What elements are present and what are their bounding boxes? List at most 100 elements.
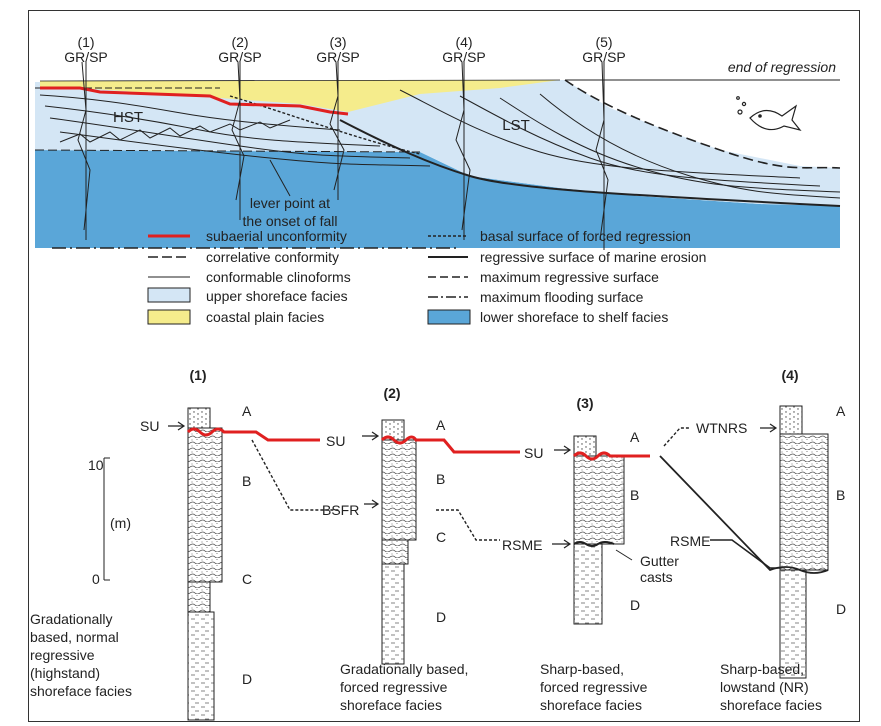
svg-text:maximum flooding surface: maximum flooding surface — [480, 289, 644, 305]
svg-text:SU: SU — [326, 433, 345, 449]
svg-text:(2): (2) — [383, 385, 400, 401]
svg-text:C: C — [242, 571, 252, 587]
svg-text:coastal plain facies: coastal plain facies — [206, 309, 324, 325]
clinoform-lines — [39, 89, 841, 199]
svg-text:B: B — [836, 487, 845, 503]
well-header-4: (4) GR/SP — [442, 34, 486, 65]
legend-item-basal-surface-forced-regression: basal surface of forced regression — [428, 228, 691, 244]
svg-text:SU: SU — [524, 445, 543, 461]
well-header-5: (5) GR/SP — [582, 34, 626, 65]
hst-label: HST — [113, 109, 143, 126]
svg-text:A: A — [242, 403, 252, 419]
svg-text:based, normal: based, normal — [30, 629, 119, 645]
svg-text:GR/SP: GR/SP — [64, 49, 108, 65]
legend-item-regressive-surface-marine-erosion: regressive surface of marine erosion — [428, 249, 706, 265]
svg-text:SU: SU — [140, 418, 159, 434]
svg-text:subaerial unconformity: subaerial unconformity — [206, 228, 347, 244]
svg-text:regressive surface of marine e: regressive surface of marine erosion — [480, 249, 706, 265]
svg-text:(highstand): (highstand) — [30, 665, 100, 681]
svg-text:(3): (3) — [576, 395, 593, 411]
upper-shoreface-body — [35, 80, 840, 206]
svg-text:D: D — [242, 671, 252, 687]
svg-text:shoreface facies: shoreface facies — [30, 683, 132, 699]
svg-text:B: B — [242, 473, 251, 489]
svg-text:Sharp-based,: Sharp-based, — [540, 661, 624, 677]
cross-section: (1) GR/SP (2) GR/SP (3) GR/SP (4) GR/SP … — [34, 34, 841, 250]
lever-point-label-2: the onset of fall — [243, 213, 338, 229]
svg-text:lower shoreface to shelf facie: lower shoreface to shelf facies — [480, 309, 668, 325]
svg-text:GR/SP: GR/SP — [582, 49, 626, 65]
svg-text:lowstand (NR): lowstand (NR) — [720, 679, 809, 695]
legend-item-conformable-clinoforms: conformable clinoforms — [148, 269, 351, 285]
svg-text:(m): (m) — [110, 515, 131, 531]
svg-text:10: 10 — [88, 457, 104, 473]
fish-icon — [736, 96, 802, 132]
svg-text:basal surface of forced regres: basal surface of forced regression — [480, 228, 691, 244]
svg-text:correlative conformity: correlative conformity — [206, 249, 339, 265]
end-of-regression-label: end of regression — [728, 59, 836, 75]
svg-text:(5): (5) — [595, 34, 612, 50]
svg-text:D: D — [836, 601, 846, 617]
column-2: (2) A B C D Gradationally based, forced … — [340, 385, 468, 713]
svg-text:(1): (1) — [189, 367, 206, 383]
svg-text:shoreface facies: shoreface facies — [720, 697, 822, 713]
legend-item-lower-shoreface-shelf: lower shoreface to shelf facies — [427, 309, 668, 325]
svg-text:Sharp-based,: Sharp-based, — [720, 661, 804, 677]
legend: subaerial unconformity correlative confo… — [147, 228, 706, 325]
svg-text:Gradationally: Gradationally — [30, 611, 113, 627]
figure-frame — [28, 10, 860, 722]
svg-text:forced regressive: forced regressive — [540, 679, 648, 695]
svg-text:GR/SP: GR/SP — [442, 49, 486, 65]
correlation-lines — [168, 421, 829, 574]
svg-text:conformable clinoforms: conformable clinoforms — [206, 269, 351, 285]
svg-text:regressive: regressive — [30, 647, 95, 663]
lower-shoreface-body — [35, 150, 840, 248]
svg-text:GR/SP: GR/SP — [218, 49, 262, 65]
svg-text:0: 0 — [92, 571, 100, 587]
column-3: (3) A B D Sharp-based, forced regressive… — [540, 395, 648, 713]
svg-text:(1): (1) — [77, 34, 94, 50]
correlation-label-text: SU SU SU BSFR RSME RSME WTNRS Gutter cas… — [140, 418, 747, 585]
svg-text:B: B — [630, 487, 639, 503]
well-logs — [77, 61, 609, 250]
svg-text:C: C — [436, 529, 446, 545]
svg-text:WTNRS: WTNRS — [696, 420, 747, 436]
svg-text:maximum regressive surface: maximum regressive surface — [480, 269, 659, 285]
well-header-2: (2) GR/SP — [218, 34, 262, 65]
legend-item-maximum-regressive-surface: maximum regressive surface — [428, 269, 659, 285]
legend-item-coastal-plain: coastal plain facies — [147, 309, 324, 325]
svg-text:BSFR: BSFR — [322, 502, 359, 518]
lst-label: LST — [502, 117, 530, 134]
well-header-3: (3) GR/SP — [316, 34, 360, 65]
svg-text:D: D — [436, 609, 446, 625]
column-1: (1) A B C D Gradationally based, normal … — [30, 367, 252, 721]
lever-point-label-1: lever point at — [250, 195, 330, 211]
svg-text:Gutter: Gutter — [640, 553, 679, 569]
legend-item-correlative-conformity: correlative conformity — [148, 249, 339, 265]
svg-text:shoreface facies: shoreface facies — [540, 697, 642, 713]
svg-text:B: B — [436, 471, 445, 487]
svg-text:Gradationally based,: Gradationally based, — [340, 661, 468, 677]
svg-text:(3): (3) — [329, 34, 346, 50]
svg-text:(4): (4) — [455, 34, 472, 50]
legend-item-maximum-flooding-surface: maximum flooding surface — [428, 289, 644, 305]
svg-text:(2): (2) — [231, 34, 248, 50]
svg-text:D: D — [630, 597, 640, 613]
svg-text:RSME: RSME — [670, 533, 710, 549]
svg-text:forced regressive: forced regressive — [340, 679, 448, 695]
scale-bar: 10 (m) 0 — [88, 457, 131, 587]
legend-item-upper-shoreface: upper shoreface facies — [147, 287, 348, 304]
svg-text:RSME: RSME — [502, 537, 542, 553]
svg-text:A: A — [630, 429, 640, 445]
svg-text:(4): (4) — [781, 367, 798, 383]
svg-text:upper shoreface facies: upper shoreface facies — [206, 288, 348, 304]
well-header-1: (1) GR/SP — [64, 34, 108, 65]
svg-text:GR/SP: GR/SP — [316, 49, 360, 65]
legend-item-subaerial-unconformity: subaerial unconformity — [148, 228, 347, 244]
column-4: (4) A B D Sharp-based, lowstand (NR) sho… — [720, 367, 846, 713]
svg-text:A: A — [436, 417, 446, 433]
svg-text:shoreface facies: shoreface facies — [340, 697, 442, 713]
svg-text:A: A — [836, 403, 846, 419]
svg-text:casts: casts — [640, 569, 673, 585]
